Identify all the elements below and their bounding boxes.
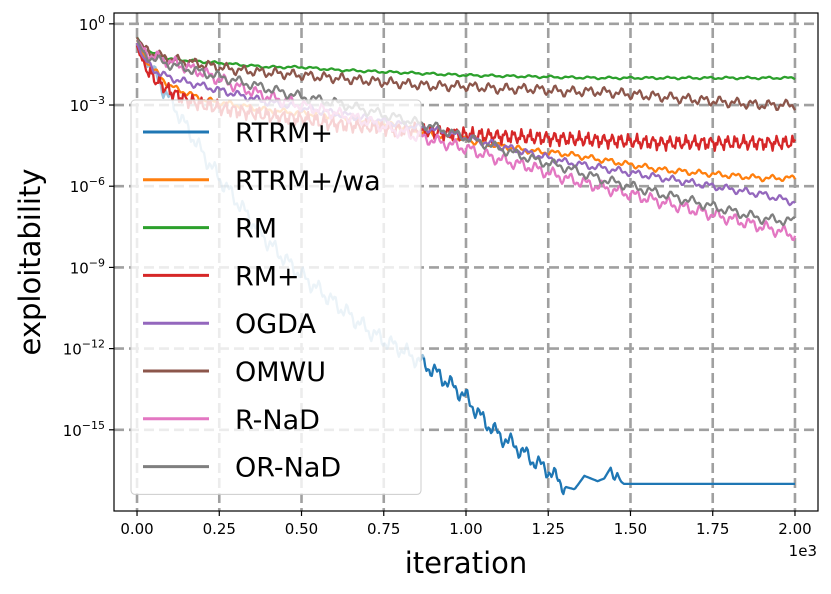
legend-label: RM [235, 214, 277, 245]
x-tick-label: 0.50 [285, 520, 318, 538]
y-axis-label: exploitability [13, 168, 47, 355]
series-line-rm [136, 36, 796, 81]
series-line-r-nad [136, 39, 797, 242]
series-line-rtrm- [422, 357, 795, 496]
x-tick-label: 2.00 [778, 520, 811, 538]
legend-box [130, 99, 422, 495]
series-line-or-nad [136, 39, 796, 227]
legend-label: RTRM+/wa [235, 166, 381, 197]
legend-label: OR-NaD [235, 453, 341, 484]
x-tick-label: 1.00 [449, 520, 482, 538]
x-tick-label: 1.25 [532, 520, 565, 538]
legend-label: OMWU [235, 357, 326, 388]
x-axis-offset-label: 1e3 [789, 542, 817, 560]
legend-label: RM+ [235, 261, 300, 292]
legend-label: R-NaD [235, 405, 320, 436]
x-tick-label: 0.25 [203, 520, 236, 538]
series-line-omwu [135, 36, 796, 111]
legend-label: RTRM+ [235, 118, 333, 149]
x-tick-label: 1.50 [614, 520, 647, 538]
legend-label: OGDA [235, 309, 316, 340]
legend: RTRM+ RTRM+/wa RM RM+ OGDA OMWU R-NaD OR-NaD [130, 99, 422, 495]
x-tick-label: 0.00 [120, 520, 153, 538]
x-axis-label: iteration [405, 546, 528, 580]
x-tick-label: 0.75 [367, 520, 400, 538]
x-tick-label: 1.75 [696, 520, 729, 538]
